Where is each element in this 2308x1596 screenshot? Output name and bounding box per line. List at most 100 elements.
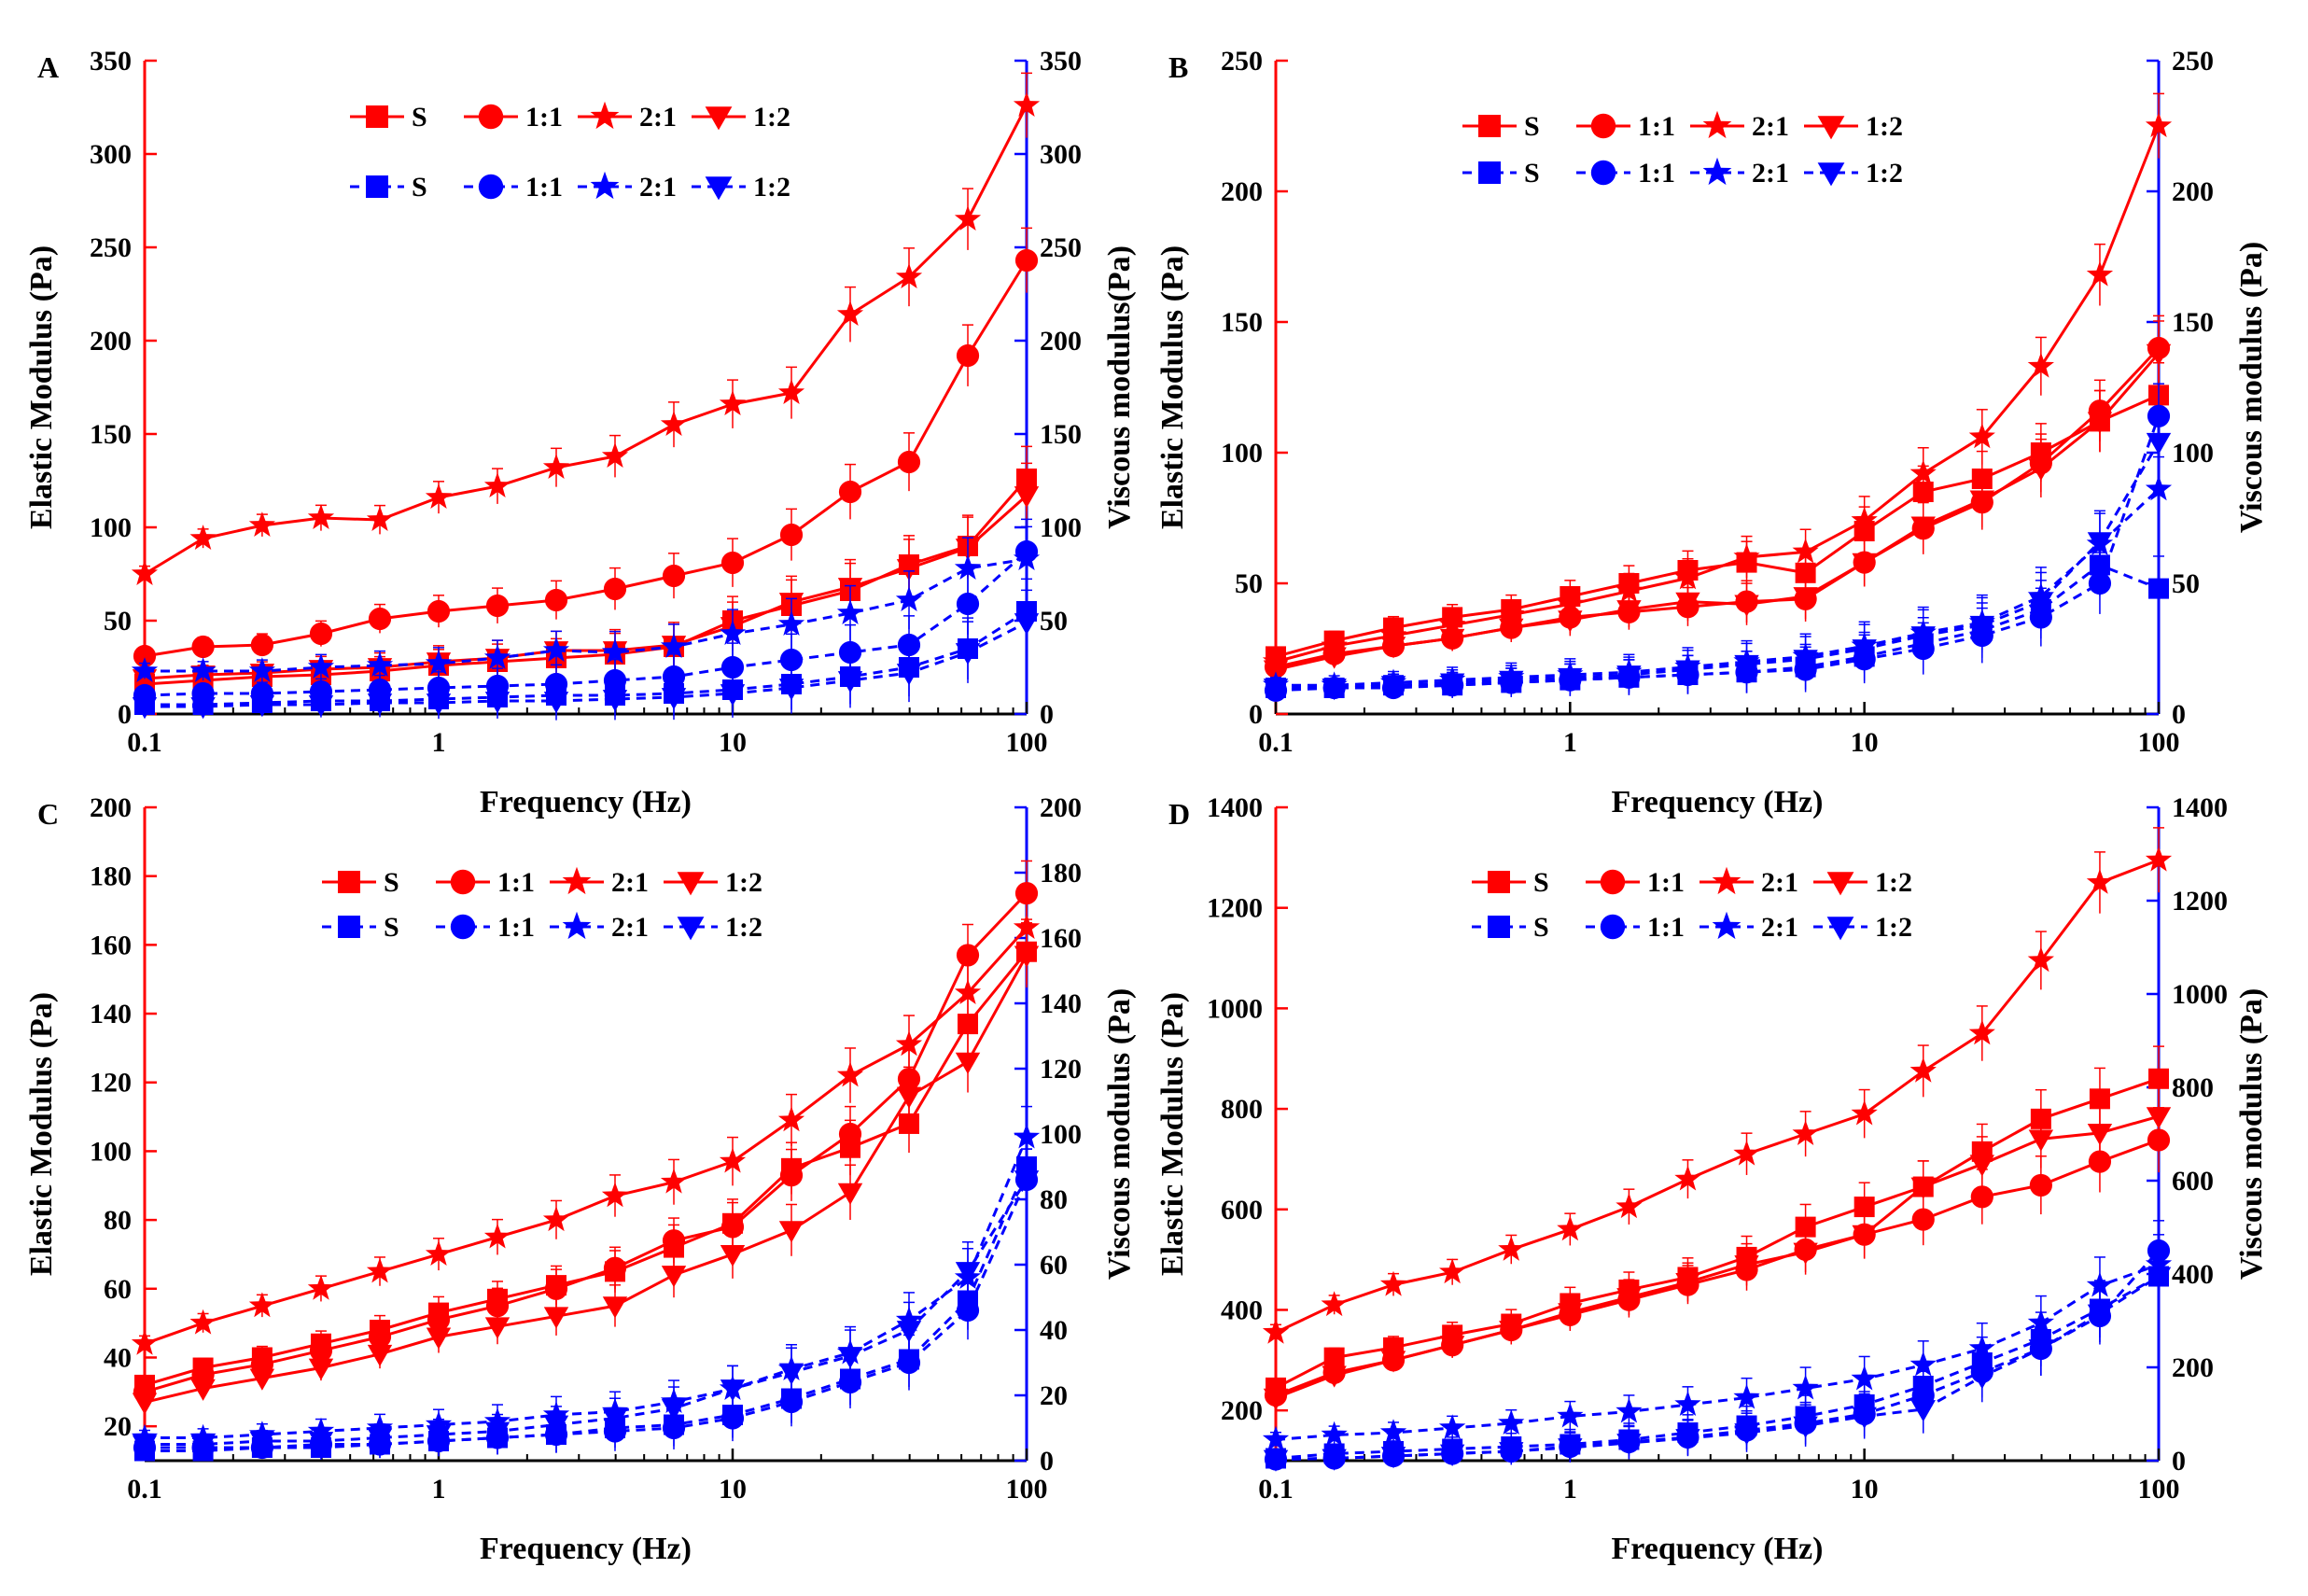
data-point <box>1498 1236 1525 1261</box>
data-point <box>132 1393 158 1415</box>
data-point <box>542 454 570 479</box>
x-tick-label: 1 <box>432 1474 446 1505</box>
data-point <box>602 690 628 712</box>
data-point <box>425 1240 453 1266</box>
series-line <box>144 892 1028 1393</box>
data-point <box>895 1030 923 1057</box>
data-point <box>1014 882 1039 905</box>
legend-label: 2:1 <box>1761 867 1798 898</box>
data-point <box>483 1223 511 1249</box>
data-point <box>1674 1391 1701 1416</box>
data-point <box>309 1339 333 1363</box>
data-point <box>483 472 511 497</box>
series-line <box>144 494 1028 680</box>
legend-label: 1:2 <box>753 102 790 133</box>
x-tick-label: 0.1 <box>127 727 162 758</box>
series-elastic-triangle <box>132 922 1040 1415</box>
y2-tick-label: 400 <box>2172 1259 2214 1290</box>
data-point <box>1734 654 1759 677</box>
data-point <box>133 644 157 668</box>
data-point <box>897 450 921 474</box>
data-point <box>1014 613 1040 636</box>
data-point <box>662 564 686 588</box>
y-tick-label: 50 <box>1235 568 1263 599</box>
data-point <box>602 1296 628 1319</box>
data-point <box>1013 91 1041 117</box>
y-tick-label: 20 <box>104 1411 132 1442</box>
x-axis-title: Frequency (Hz) <box>1612 1532 1824 1566</box>
y-axis-title: Elastic Modulus (Pa) <box>24 245 59 529</box>
data-point <box>307 1274 335 1300</box>
data-point <box>1852 1225 1877 1247</box>
legend-label: 1:1 <box>1638 158 1675 189</box>
data-point <box>366 506 394 531</box>
legend-marker <box>1488 871 1510 893</box>
series-line <box>144 954 1028 1404</box>
data-point <box>956 1298 980 1323</box>
y2-tick-label: 250 <box>1040 232 1082 263</box>
data-point <box>2027 352 2054 378</box>
data-point <box>954 205 982 231</box>
y-tick-label: 600 <box>1221 1195 1263 1225</box>
x-tick-label: 100 <box>1006 1474 1048 1505</box>
data-point <box>720 684 746 707</box>
data-point <box>2086 260 2114 287</box>
x-axis-title: Frequency (Hz) <box>480 1532 692 1566</box>
chart-panel-c: 0.1 1 10 100 20 40 60 80 100 120 140 160 180 200 0 20 40… <box>24 792 1137 1566</box>
data-point <box>1439 1336 1465 1358</box>
data-point <box>132 1435 158 1457</box>
data-point <box>1558 667 1583 690</box>
y-tick-label: 140 <box>90 999 132 1029</box>
data-point <box>838 1122 862 1146</box>
series-viscous-triangle <box>132 1148 1040 1457</box>
data-point <box>131 657 159 682</box>
legend-marker <box>1712 866 1741 895</box>
data-point <box>1262 1425 1290 1451</box>
data-point <box>1851 506 1878 532</box>
data-point <box>366 1257 394 1283</box>
data-point <box>955 1262 981 1284</box>
y-tick-label: 180 <box>90 861 132 892</box>
data-point <box>2087 1124 2113 1146</box>
legend-label: S <box>1524 111 1540 142</box>
legend-label: 2:1 <box>639 172 677 203</box>
data-point <box>896 559 922 581</box>
y2-tick-label: 200 <box>1040 792 1082 823</box>
series-line <box>144 105 1028 576</box>
data-point <box>661 1266 687 1288</box>
legend-marker <box>677 872 705 896</box>
data-point <box>1263 679 1289 701</box>
legend-marker <box>705 176 733 201</box>
legend-marker <box>1590 160 1616 186</box>
data-point <box>248 657 275 682</box>
data-point <box>1909 1057 1937 1083</box>
x-tick-label: 10 <box>1851 727 1879 758</box>
data-point <box>779 1164 804 1187</box>
data-point <box>603 577 627 601</box>
data-point <box>1557 590 1584 616</box>
data-point <box>1675 1272 1700 1295</box>
data-point <box>2028 1339 2054 1362</box>
data-point <box>2145 475 2173 501</box>
data-point <box>1910 516 1936 539</box>
series-elastic-star <box>1262 92 2173 673</box>
data-point <box>1380 1447 1406 1469</box>
legend-label: 2:1 <box>1752 158 1789 189</box>
data-point <box>1734 1423 1759 1446</box>
y2-tick-label: 180 <box>1040 858 1082 889</box>
y2-axis-title: Viscous modulus (Pa) <box>2234 988 2269 1280</box>
legend-marker <box>562 911 592 940</box>
data-point <box>367 1428 393 1450</box>
data-point <box>778 679 804 701</box>
data-point <box>542 637 570 662</box>
data-point <box>484 1421 511 1444</box>
data-point <box>2089 1088 2110 1110</box>
data-point <box>1014 1170 1040 1193</box>
data-point <box>2148 578 2169 599</box>
data-point <box>1792 538 1819 564</box>
x-axis-title: Frequency (Hz) <box>480 785 692 819</box>
series-line <box>145 621 1028 708</box>
data-point <box>1733 1140 1760 1166</box>
data-point <box>1616 1434 1642 1456</box>
